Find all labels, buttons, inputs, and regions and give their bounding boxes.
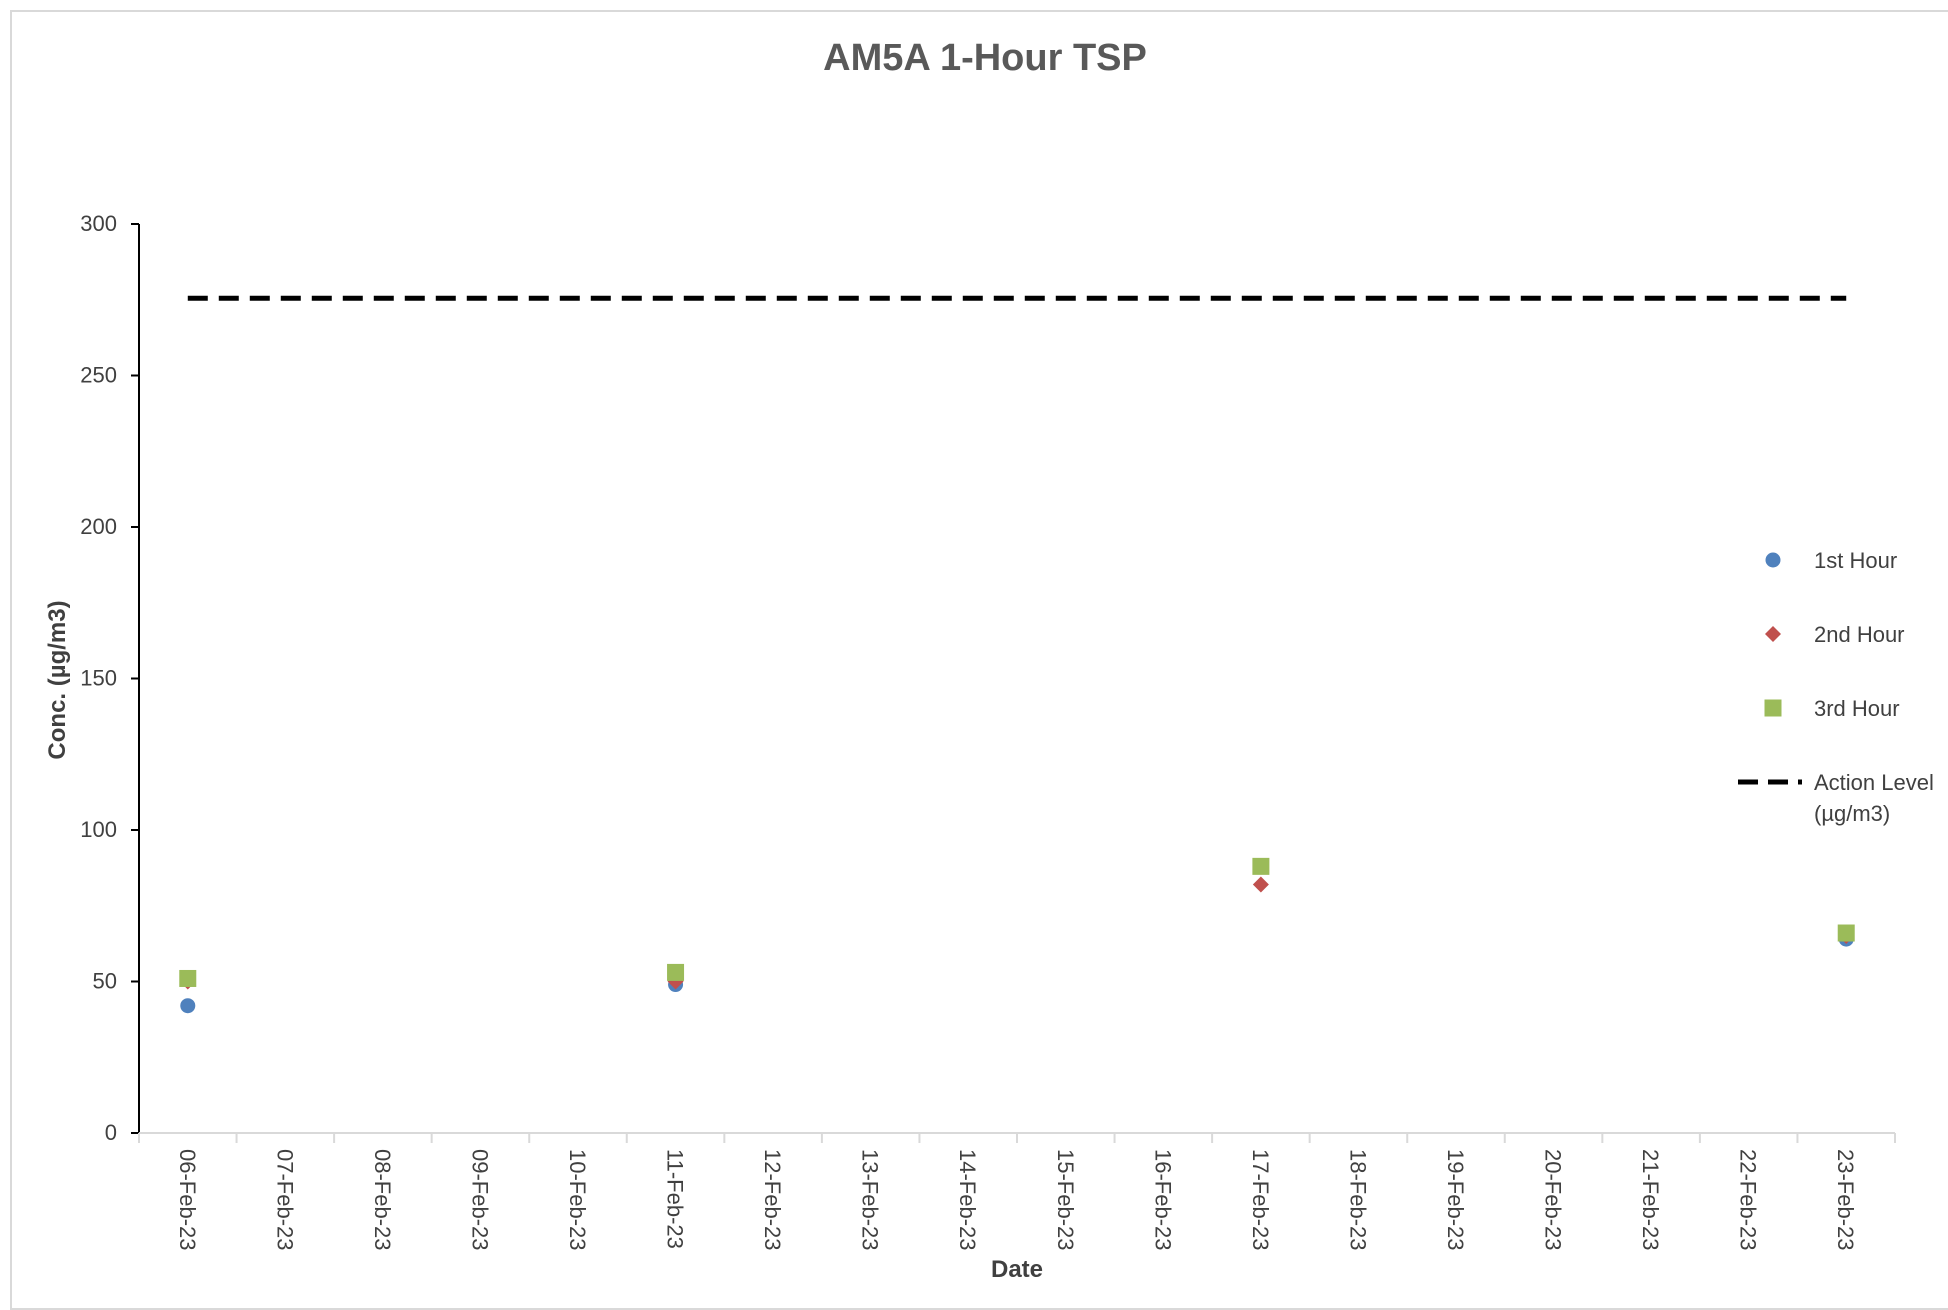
x-tick-label: 22-Feb-23 [1736, 1149, 1761, 1251]
data-point-1st-hour [180, 998, 196, 1014]
chart: AM5A 1-Hour TSP 0 50 100 150 200 250 300 06-Fe… [44, 37, 1934, 1282]
chart-frame [10, 10, 1948, 1310]
legend-marker-3rd-hour [1764, 699, 1782, 717]
x-tick-label: 11-Feb-23 [663, 1149, 688, 1249]
x-tick-label: 20-Feb-23 [1541, 1149, 1566, 1251]
data-point-3rd-hour [1252, 857, 1270, 875]
y-axis: 0 50 100 150 200 250 300 [80, 211, 140, 1145]
x-tick-label: 10-Feb-23 [565, 1149, 590, 1251]
data-point-3rd-hour [179, 969, 197, 987]
data-point-2nd-hour [1252, 876, 1269, 893]
x-tick-label: 06-Feb-23 [175, 1149, 200, 1251]
data-points [179, 857, 1855, 1014]
x-tick-label: 07-Feb-23 [272, 1149, 297, 1251]
y-tick-label: 0 [105, 1120, 117, 1145]
x-tick-label: 19-Feb-23 [1443, 1149, 1468, 1251]
y-tick-label: 300 [80, 211, 117, 236]
x-tick-label: 16-Feb-23 [1150, 1149, 1175, 1251]
x-tick-label: 13-Feb-23 [858, 1149, 883, 1251]
legend-marker-1st-hour [1765, 552, 1781, 568]
legend-label-2nd-hour: 2nd Hour [1814, 622, 1905, 647]
x-axis-title: Date [991, 1256, 1043, 1282]
legend: 1st Hour 2nd Hour 3rd Hour Action Level (µg/… [1738, 548, 1934, 826]
data-point-3rd-hour [1837, 924, 1855, 942]
y-tick-label: 150 [80, 666, 117, 691]
y-tick-label: 50 [93, 969, 117, 994]
x-tick-label: 23-Feb-23 [1833, 1149, 1858, 1251]
legend-label-action-level: (µg/m3) [1814, 801, 1890, 826]
y-tick-label: 250 [80, 363, 117, 388]
legend-label-3rd-hour: 3rd Hour [1814, 696, 1900, 721]
x-tick-label: 17-Feb-23 [1248, 1149, 1273, 1251]
x-axis: 06-Feb-23 07-Feb-23 08-Feb-23 09-Feb-23 10-F… [138, 1132, 1896, 1251]
legend-marker-2nd-hour [1765, 626, 1781, 642]
x-tick-label: 08-Feb-23 [370, 1149, 395, 1251]
x-tick-label: 14-Feb-23 [955, 1149, 980, 1251]
chart-title: AM5A 1-Hour TSP [823, 37, 1147, 79]
x-tick-label: 09-Feb-23 [467, 1149, 492, 1251]
y-tick-label: 100 [80, 817, 117, 842]
x-tick-label: 18-Feb-23 [1345, 1149, 1370, 1251]
x-tick-label: 21-Feb-23 [1638, 1149, 1663, 1251]
y-tick-label: 200 [80, 514, 117, 539]
x-tick-label: 15-Feb-23 [1053, 1149, 1078, 1251]
data-point-3rd-hour [667, 963, 685, 981]
legend-label-1st-hour: 1st Hour [1814, 548, 1897, 573]
y-axis-title: Conc. (µg/m3) [44, 600, 71, 759]
legend-label-action-level: Action Level [1814, 770, 1934, 795]
x-tick-label: 12-Feb-23 [760, 1149, 785, 1251]
